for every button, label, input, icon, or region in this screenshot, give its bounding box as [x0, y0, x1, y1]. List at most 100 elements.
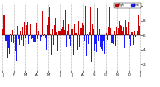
Bar [16, 35, 17, 52]
Bar [62, 27, 63, 35]
Bar [131, 32, 132, 35]
Bar [53, 35, 54, 45]
Bar [6, 35, 7, 41]
Bar [69, 35, 70, 39]
Bar [101, 35, 102, 49]
Bar [24, 22, 25, 35]
Bar [118, 28, 119, 35]
Bar [103, 35, 104, 41]
Bar [135, 35, 136, 37]
Bar [4, 15, 5, 35]
Bar [96, 35, 97, 52]
Bar [51, 35, 52, 55]
Bar [110, 27, 111, 35]
Bar [27, 35, 28, 36]
Bar [132, 32, 133, 35]
Bar [40, 35, 41, 41]
Bar [8, 35, 9, 48]
Bar [55, 18, 56, 35]
Bar [64, 30, 65, 35]
Bar [63, 20, 64, 35]
Bar [125, 20, 126, 35]
Bar [67, 31, 68, 35]
Bar [84, 35, 85, 41]
Bar [5, 35, 6, 41]
Bar [28, 35, 29, 44]
Bar [83, 25, 84, 35]
Bar [7, 35, 8, 60]
Bar [41, 35, 42, 37]
Bar [52, 29, 53, 35]
Bar [94, 35, 95, 51]
Bar [139, 30, 140, 35]
Bar [78, 21, 79, 35]
Bar [60, 31, 61, 35]
Bar [102, 35, 103, 51]
Bar [72, 29, 73, 35]
Bar [37, 35, 38, 39]
Bar [121, 26, 122, 35]
Bar [35, 35, 36, 42]
Bar [71, 29, 72, 35]
Bar [108, 15, 109, 35]
Bar [30, 24, 31, 35]
Bar [106, 33, 107, 35]
Bar [86, 35, 87, 56]
Bar [48, 17, 49, 35]
Bar [100, 35, 101, 47]
Bar [116, 27, 117, 35]
Bar [138, 15, 139, 35]
Bar [113, 35, 114, 44]
Bar [124, 35, 125, 48]
Bar [88, 26, 89, 35]
Bar [74, 24, 75, 35]
Bar [49, 7, 50, 35]
Bar [33, 35, 34, 42]
Bar [10, 34, 11, 35]
Bar [82, 23, 83, 35]
Bar [117, 34, 118, 35]
Bar [129, 35, 130, 39]
Bar [134, 31, 135, 35]
Bar [46, 35, 47, 50]
Bar [92, 24, 93, 35]
Bar [19, 35, 20, 45]
Bar [122, 31, 123, 35]
Bar [115, 35, 116, 46]
Bar [97, 8, 98, 35]
Bar [59, 31, 60, 35]
Bar [85, 6, 86, 35]
Bar [80, 28, 81, 35]
Bar [12, 30, 13, 35]
Bar [3, 15, 4, 35]
Bar [17, 26, 18, 35]
Bar [15, 35, 16, 51]
Bar [77, 35, 78, 50]
Bar [21, 35, 22, 40]
Bar [29, 35, 30, 36]
Bar [23, 35, 24, 46]
Bar [50, 34, 51, 35]
Bar [104, 35, 105, 54]
Bar [128, 35, 129, 37]
Bar [13, 35, 14, 43]
Bar [34, 35, 35, 42]
Bar [81, 28, 82, 35]
Bar [133, 35, 134, 45]
Bar [111, 35, 112, 43]
Bar [25, 35, 26, 38]
Bar [58, 31, 59, 35]
Bar [137, 31, 138, 35]
Bar [89, 32, 90, 35]
Bar [107, 35, 108, 40]
Bar [44, 34, 45, 35]
Bar [76, 33, 77, 35]
Bar [2, 29, 3, 35]
Bar [32, 35, 33, 38]
Bar [54, 25, 55, 35]
Bar [93, 29, 94, 35]
Bar [47, 25, 48, 35]
Bar [126, 27, 127, 35]
Bar [36, 23, 37, 35]
Bar [26, 25, 27, 35]
